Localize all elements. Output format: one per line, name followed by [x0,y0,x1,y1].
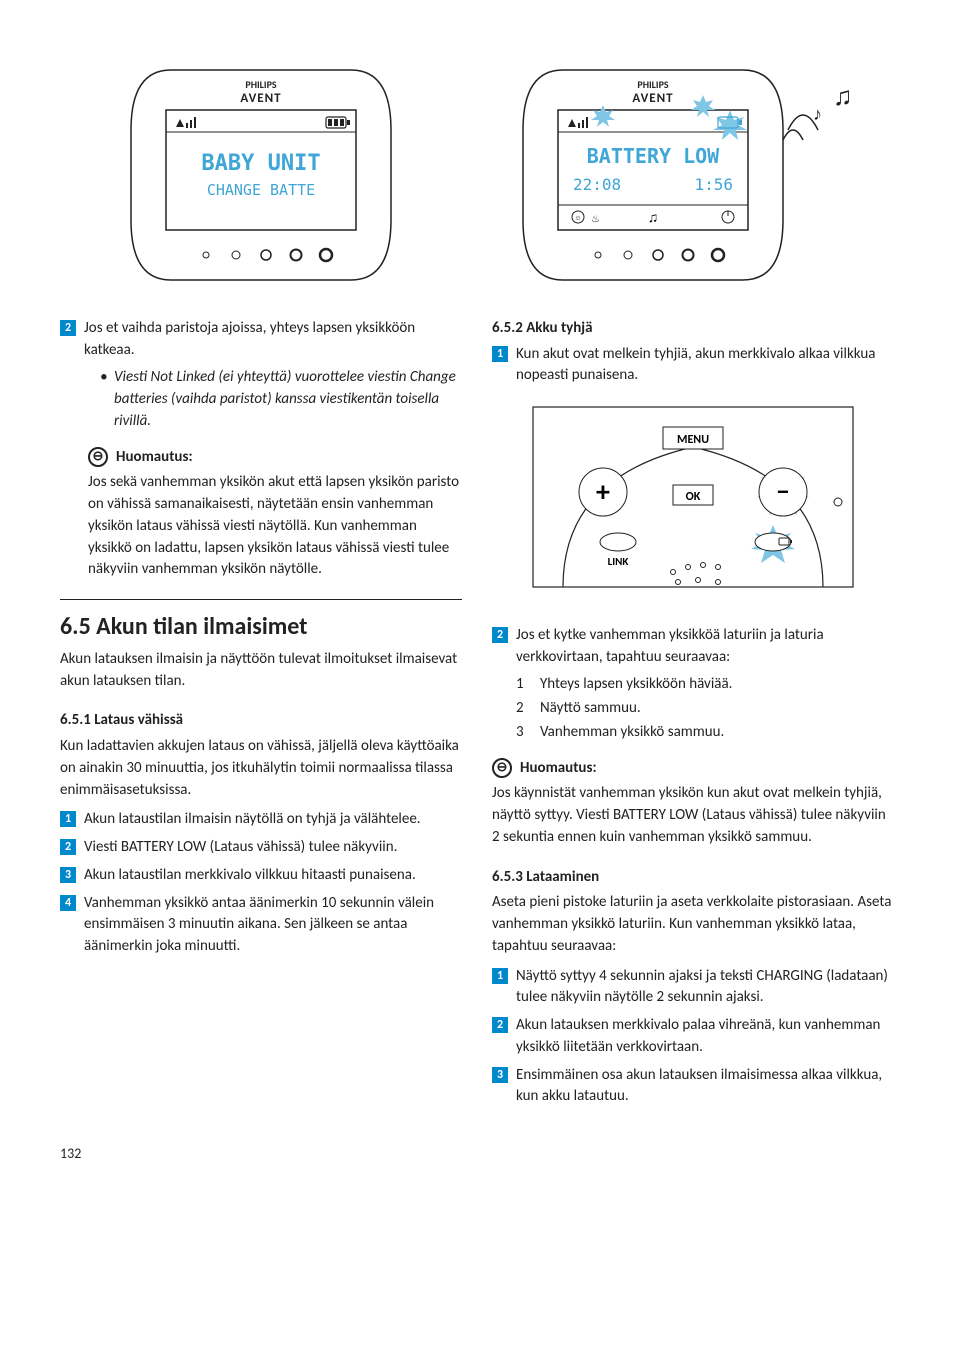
s651-4: 4Vanhemman yksikkö antaa äänimerkin 10 s… [60,893,462,958]
left-column: PHILIPS AVENT BABY UNIT CHANGE BATTE 2 J… [60,50,462,1114]
heading-6-5-1: 6.5.1 Lataus vähissä [60,710,462,732]
note-header-right: ⊖ Huomautus: [492,758,894,780]
s653-3: 3 Ensimmäinen osa akun latauksen ilmaisi… [492,1065,894,1109]
s652-sub-1: 1Yhteys lapsen yksikköön häviää. [516,674,894,696]
s651-3: 3Akun lataustilan merkkivalo vilkkuu hit… [60,865,462,887]
svg-text:BATTERY LOW: BATTERY LOW [587,144,720,168]
svg-text:☺: ☺ [574,213,581,222]
s651-1: 1Akun lataustilan ilmaisin näytöllä on t… [60,809,462,831]
note-icon: ⊖ [492,758,512,778]
figure-baby-unit: PHILIPS AVENT BABY UNIT CHANGE BATTE [60,60,462,298]
svg-text:AVENT: AVENT [240,91,281,106]
svg-text:1:56: 1:56 [694,175,733,194]
p-6-5-1: Kun ladattavien akkujen lataus on vähiss… [60,736,462,801]
svg-text:MENU: MENU [677,433,709,447]
s652-1: 1Kun akut ovat melkein tyhjiä, akun merk… [492,344,894,388]
heading-6-5-3: 6.5.3 Lataaminen [492,867,894,889]
s652-2: 2Jos et kytke vanhemman yksikköä laturii… [492,625,894,669]
svg-text:−: − [777,475,790,507]
page-number: 132 [60,1144,894,1164]
fig1-line2: CHANGE BATTE [207,181,315,199]
figure-battery-low: PHILIPS AVENT BATTERY LOW 22:08 1:56 ☺ ♨ [492,60,894,298]
heading-6-5-body: Akun latauksen ilmaisin ja näyttöön tule… [60,649,462,693]
section-divider [60,599,462,600]
note-icon: ⊖ [88,447,108,467]
heading-6-5: 6.5 Akun tilan ilmaisimet [60,610,462,645]
s653-1: 1Näyttö syttyy 4 sekunnin ajaksi ja teks… [492,966,894,1010]
svg-text:+: + [596,474,610,509]
svg-text:OK: OK [686,490,701,504]
badge-2: 2 [60,320,76,336]
s651-2: 2Viesti BATTERY LOW (Lataus vähissä) tul… [60,837,462,859]
right-column: PHILIPS AVENT BATTERY LOW 22:08 1:56 ☺ ♨ [492,50,894,1114]
s652-sub-3: 3Vanhemman yksikkö sammuu. [516,722,894,744]
svg-text:PHILIPS: PHILIPS [637,78,669,91]
svg-text:♨: ♨ [591,212,600,225]
figure-menu-buttons: MENU + − OK LINK [492,397,894,605]
note-body-right: Jos käynnistät vanhemman yksikön kun aku… [492,783,894,848]
fig1-line1: BABY UNIT [201,151,320,176]
p-6-5-3: Aseta pieni pistoke laturiin ja aseta ve… [492,892,894,957]
note-body-left: Jos sekä vanhemman yksikön akut että lap… [88,472,462,581]
svg-text:LINK: LINK [608,555,629,568]
s652-sub-2: 2Näyttö sammuu. [516,698,894,720]
svg-text:♫: ♫ [833,80,853,112]
s653-2: 2Akun latauksen merkkivalo palaa vihreän… [492,1015,894,1059]
svg-text:22:08: 22:08 [573,175,621,194]
left-step-2: 2 Jos et vaihda paristoja ajoissa, yhtey… [60,318,462,362]
svg-text:AVENT: AVENT [632,91,673,106]
left-sub-bullet: •Viesti Not Linked (ei yhteyttä) vuorott… [100,367,462,432]
heading-6-5-2: 6.5.2 Akku tyhjä [492,318,894,340]
note-header-left: ⊖ Huomautus: [88,447,462,469]
svg-text:♫: ♫ [648,209,659,226]
svg-text:PHILIPS: PHILIPS [245,78,277,91]
svg-text:♪: ♪ [813,103,822,125]
